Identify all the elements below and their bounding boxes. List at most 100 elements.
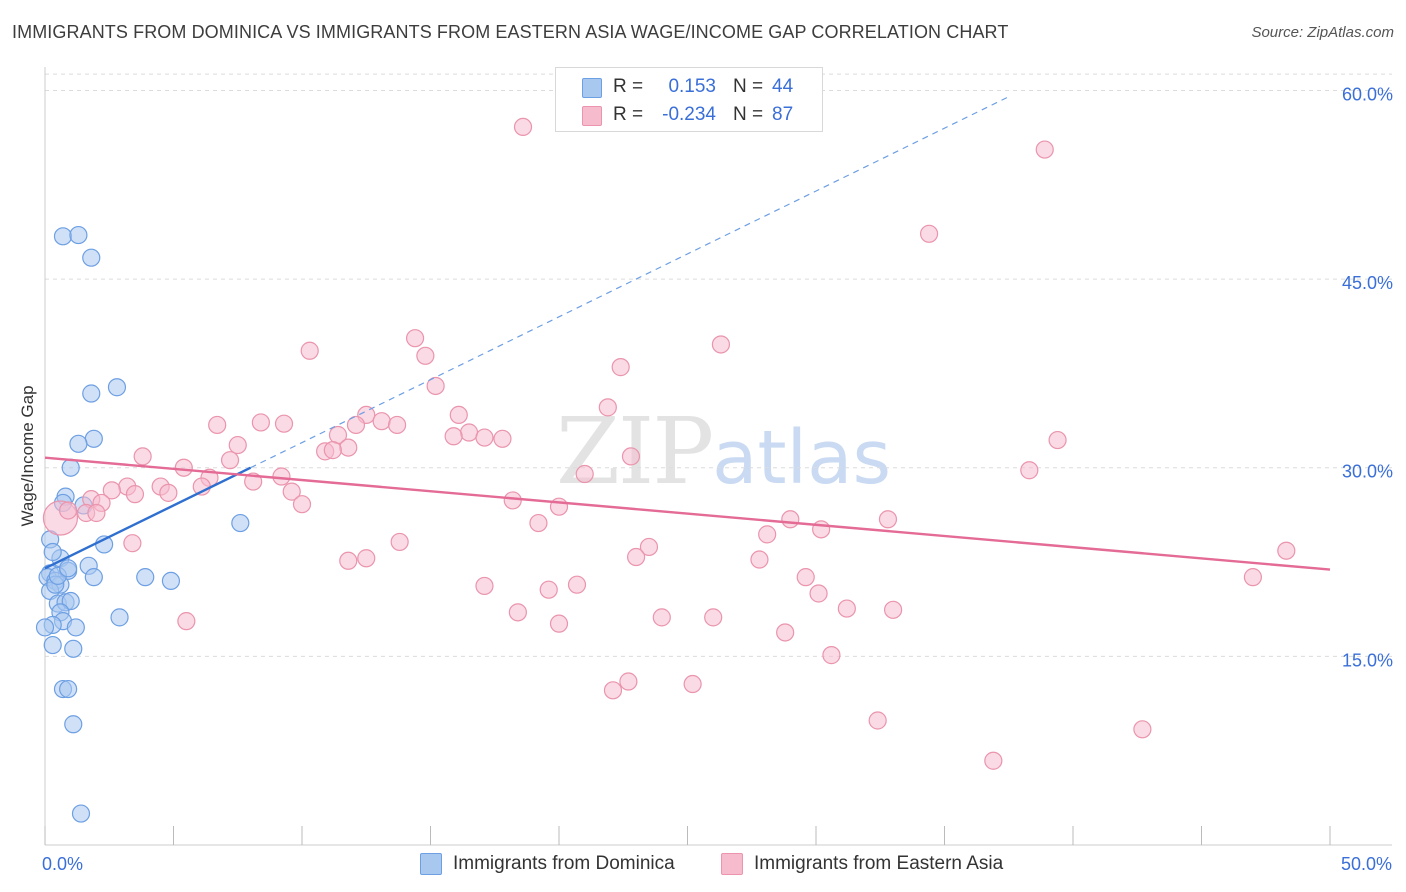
eastern-asia-point: [449, 405, 468, 425]
dominica-point: [107, 378, 127, 397]
y-tick-label: 60.0%: [1342, 84, 1393, 104]
eastern-asia-point: [174, 458, 193, 477]
legend-swatch-pink: [721, 853, 743, 875]
legend: Immigrants from Dominica Immigrants from…: [0, 852, 1406, 876]
stats-row-eastern-asia: R = -0.234 N = 87: [556, 102, 822, 130]
watermark-atlas: atlas: [712, 415, 891, 501]
eastern-asia-point: [652, 608, 671, 627]
eastern-asia-point: [475, 576, 494, 596]
eastern-asia-trend-line: [44, 456, 1331, 571]
eastern-asia-point: [781, 510, 800, 529]
dominica-point: [84, 568, 103, 587]
y-tick-label: 30.0%: [1342, 462, 1393, 482]
eastern-asia-point: [549, 614, 569, 633]
eastern-asia-point: [133, 447, 152, 466]
dominica-point: [35, 618, 55, 637]
eastern-asia-point: [508, 603, 527, 622]
dominica-point: [43, 635, 62, 655]
eastern-asia-point: [621, 447, 641, 466]
eastern-asia-point: [405, 329, 425, 348]
dominica-point: [66, 618, 85, 637]
eastern-asia-point: [274, 414, 294, 433]
eastern-asia-point: [822, 646, 841, 665]
dominica-point: [59, 559, 78, 578]
eastern-asia-point: [220, 451, 240, 470]
dominica-point: [69, 225, 88, 245]
legend-label: Immigrants from Dominica: [453, 853, 675, 874]
eastern-asia-point: [123, 534, 142, 553]
eastern-asia-point: [339, 551, 358, 570]
dominica-point: [53, 227, 73, 246]
stats-row-dominica: R = 0.153 N = 44: [556, 74, 822, 102]
eastern-asia-point: [426, 376, 445, 396]
eastern-asia-point: [1048, 430, 1067, 450]
eastern-asia-point: [339, 438, 358, 457]
eastern-asia-point: [750, 550, 769, 569]
eastern-asia-point: [639, 537, 659, 557]
eastern-asia-point: [598, 398, 617, 417]
eastern-asia-point: [575, 464, 594, 484]
dominica-trend-extension: [250, 94, 1012, 469]
eastern-asia-point: [493, 429, 512, 448]
dominica-point: [64, 639, 83, 658]
eastern-asia-point: [416, 346, 435, 365]
dominica-point: [43, 542, 62, 562]
eastern-asia-point: [809, 584, 828, 603]
x-tick-label: 0.0%: [42, 854, 83, 874]
dominica-point: [71, 804, 91, 823]
n-value: 87: [772, 104, 794, 125]
eastern-asia-point: [59, 501, 78, 520]
eastern-asia-point: [102, 481, 121, 500]
eastern-asia-point: [878, 510, 898, 529]
eastern-asia-point: [87, 503, 106, 523]
eastern-asia-point: [1020, 461, 1039, 480]
eastern-asia-point: [513, 117, 533, 137]
watermark: ZIPatlas: [556, 398, 891, 505]
eastern-asia-point: [711, 335, 731, 354]
eastern-asia-point: [159, 483, 178, 502]
eastern-asia-point: [704, 608, 723, 627]
r-label: R =: [613, 76, 644, 97]
eastern-asia-point: [282, 482, 301, 501]
dominica-point: [110, 608, 129, 627]
stats-swatch-pink: [582, 106, 602, 126]
eastern-asia-point: [776, 623, 795, 642]
r-label: R =: [613, 104, 644, 125]
dominica-point: [82, 384, 101, 403]
dominica-point: [61, 591, 80, 611]
eastern-asia-point: [300, 341, 319, 360]
eastern-asia-point: [603, 681, 623, 700]
eastern-asia-point: [459, 423, 479, 442]
n-label: N =: [733, 76, 764, 97]
eastern-asia-point: [387, 415, 407, 435]
eastern-asia-point: [812, 520, 831, 539]
eastern-asia-point: [357, 549, 376, 568]
eastern-asia-point: [1243, 568, 1263, 587]
eastern-asia-point: [346, 415, 366, 435]
eastern-asia-point: [323, 441, 342, 460]
dominica-point: [161, 571, 181, 591]
eastern-asia-point: [567, 575, 587, 594]
eastern-asia-point: [683, 674, 702, 694]
eastern-asia-point: [758, 525, 777, 544]
dominica-point: [231, 513, 250, 533]
dominica-point: [64, 715, 83, 734]
eastern-asia-point: [837, 599, 856, 618]
eastern-asia-point: [444, 427, 463, 446]
dominica-point: [84, 429, 103, 448]
eastern-asia-point: [1133, 720, 1152, 739]
eastern-asia-point: [539, 580, 558, 599]
eastern-asia-point: [177, 612, 196, 631]
eastern-asia-point: [611, 358, 630, 377]
dominica-point: [61, 458, 80, 477]
eastern-asia-point: [272, 467, 291, 486]
dominica-point: [69, 434, 88, 453]
eastern-asia-point: [292, 495, 312, 514]
n-value: 44: [772, 76, 794, 97]
eastern-asia-point: [475, 428, 494, 447]
eastern-asia-point: [503, 491, 522, 510]
eastern-asia-point: [619, 672, 638, 691]
dominica-trend-line: [44, 466, 252, 570]
eastern-asia-point: [984, 751, 1003, 770]
